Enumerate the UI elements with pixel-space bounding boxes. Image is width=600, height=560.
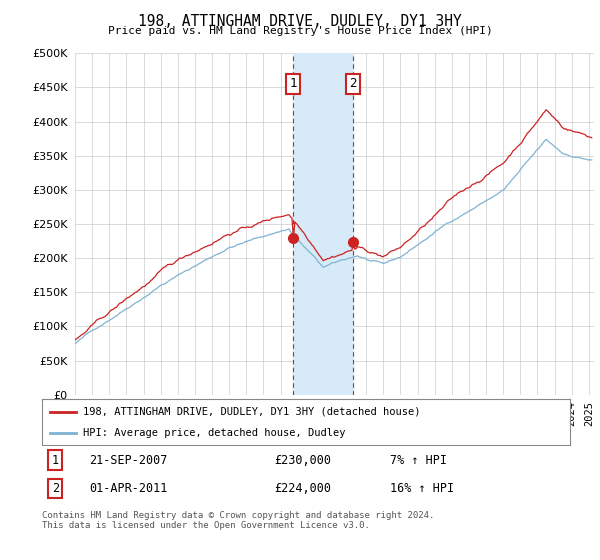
Text: Contains HM Land Registry data © Crown copyright and database right 2024.
This d: Contains HM Land Registry data © Crown c…: [42, 511, 434, 530]
Text: 198, ATTINGHAM DRIVE, DUDLEY, DY1 3HY (detached house): 198, ATTINGHAM DRIVE, DUDLEY, DY1 3HY (d…: [83, 407, 421, 417]
Text: 2: 2: [52, 482, 59, 495]
Text: 21-SEP-2007: 21-SEP-2007: [89, 454, 168, 466]
Text: £230,000: £230,000: [274, 454, 331, 466]
Text: 1: 1: [52, 454, 59, 466]
Text: 7% ↑ HPI: 7% ↑ HPI: [391, 454, 448, 466]
Text: 16% ↑ HPI: 16% ↑ HPI: [391, 482, 455, 495]
Text: 198, ATTINGHAM DRIVE, DUDLEY, DY1 3HY: 198, ATTINGHAM DRIVE, DUDLEY, DY1 3HY: [138, 14, 462, 29]
Text: £224,000: £224,000: [274, 482, 331, 495]
Text: Price paid vs. HM Land Registry's House Price Index (HPI): Price paid vs. HM Land Registry's House …: [107, 26, 493, 36]
Bar: [293, 53, 353, 395]
Text: 01-APR-2011: 01-APR-2011: [89, 482, 168, 495]
Text: HPI: Average price, detached house, Dudley: HPI: Average price, detached house, Dudl…: [83, 428, 346, 438]
Text: 1: 1: [289, 77, 296, 91]
Text: 2: 2: [350, 77, 357, 91]
